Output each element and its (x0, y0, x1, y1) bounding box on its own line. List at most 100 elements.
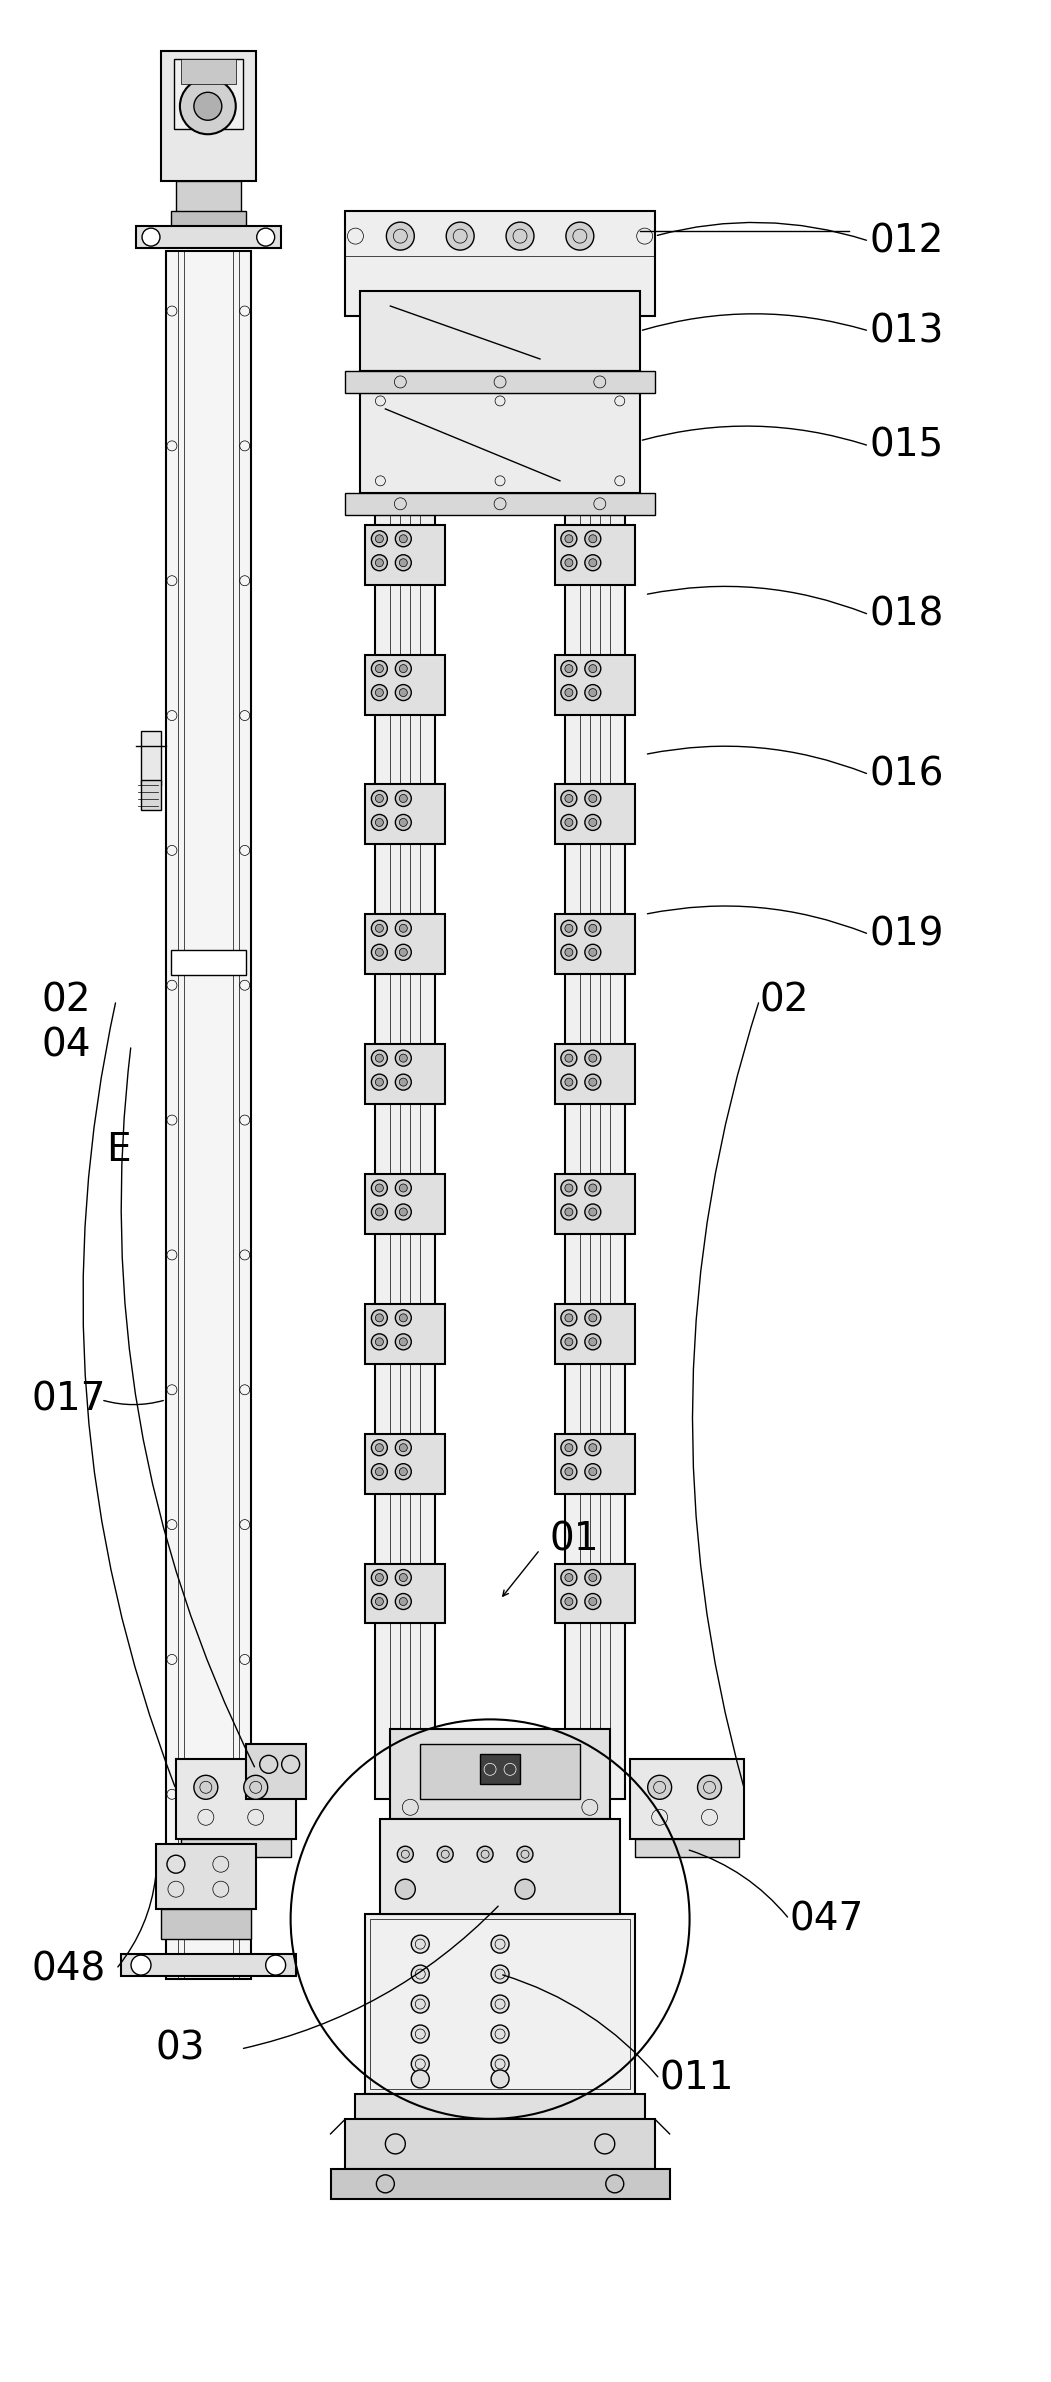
Circle shape (395, 1439, 411, 1455)
Circle shape (375, 924, 384, 931)
Bar (181, 60, 235, 83)
Circle shape (371, 1334, 388, 1351)
Circle shape (399, 1184, 408, 1191)
Circle shape (399, 688, 408, 696)
Circle shape (371, 919, 388, 936)
Circle shape (375, 1339, 384, 1346)
Circle shape (399, 560, 408, 567)
Text: 013: 013 (869, 312, 944, 350)
Bar (366, 1043, 446, 1105)
Circle shape (589, 948, 597, 955)
Circle shape (564, 665, 573, 672)
Circle shape (561, 1179, 577, 1196)
Circle shape (584, 1334, 601, 1351)
Bar (366, 1303, 446, 1365)
Bar (346, 372, 655, 393)
Bar (141, 781, 161, 810)
Circle shape (564, 560, 573, 567)
Circle shape (397, 1846, 413, 1863)
Circle shape (375, 560, 384, 567)
Circle shape (411, 1965, 429, 1984)
Bar (555, 1563, 635, 1625)
Circle shape (561, 1050, 577, 1067)
Circle shape (371, 1570, 388, 1586)
Circle shape (399, 536, 408, 543)
Circle shape (395, 555, 411, 572)
Bar (555, 1174, 635, 1234)
Circle shape (142, 229, 160, 245)
Circle shape (561, 1463, 577, 1479)
Circle shape (561, 660, 577, 676)
Circle shape (375, 819, 384, 827)
Bar (555, 1303, 635, 1365)
Circle shape (193, 1775, 218, 1798)
Circle shape (584, 919, 601, 936)
Circle shape (375, 1208, 384, 1215)
Circle shape (399, 1208, 408, 1215)
Circle shape (399, 665, 408, 672)
Circle shape (395, 531, 411, 548)
Circle shape (244, 1775, 268, 1798)
Bar (555, 655, 635, 715)
Circle shape (371, 1463, 388, 1479)
Bar (480, 1753, 520, 1784)
Circle shape (589, 1055, 597, 1062)
Circle shape (395, 1203, 411, 1220)
Bar (161, 1908, 251, 1939)
Circle shape (375, 665, 384, 672)
Bar (166, 250, 251, 1979)
Circle shape (491, 2025, 509, 2044)
Text: 016: 016 (869, 755, 944, 793)
Bar (136, 226, 281, 248)
Bar (330, 2170, 669, 2199)
Circle shape (564, 924, 573, 931)
Circle shape (371, 531, 388, 548)
Circle shape (491, 1934, 509, 1953)
Circle shape (506, 222, 534, 250)
Circle shape (589, 665, 597, 672)
Text: 018: 018 (869, 596, 944, 634)
Circle shape (395, 1594, 411, 1610)
Circle shape (589, 1079, 597, 1086)
Circle shape (564, 1055, 573, 1062)
Circle shape (395, 815, 411, 831)
Bar (555, 915, 635, 974)
Circle shape (564, 1443, 573, 1451)
Circle shape (371, 815, 388, 831)
Circle shape (561, 943, 577, 960)
Text: 03: 03 (156, 2029, 206, 2068)
Bar (366, 524, 446, 584)
Circle shape (399, 1079, 408, 1086)
Circle shape (564, 948, 573, 955)
Text: 02: 02 (760, 981, 809, 1019)
Bar (366, 655, 446, 715)
Circle shape (411, 1996, 429, 2013)
Circle shape (491, 1965, 509, 1984)
Circle shape (411, 1934, 429, 1953)
Bar (156, 1844, 255, 1908)
Bar (360, 393, 640, 493)
Bar (121, 1953, 295, 1977)
Circle shape (584, 1463, 601, 1479)
Circle shape (589, 1339, 597, 1346)
Bar (346, 493, 655, 515)
Circle shape (395, 1463, 411, 1479)
Circle shape (564, 1208, 573, 1215)
Circle shape (395, 791, 411, 807)
Circle shape (371, 1050, 388, 1067)
Circle shape (564, 1079, 573, 1086)
Circle shape (564, 1467, 573, 1477)
Circle shape (584, 555, 601, 572)
Circle shape (584, 1570, 601, 1586)
Bar (630, 1760, 744, 1839)
Circle shape (564, 796, 573, 803)
Bar (346, 212, 655, 317)
Circle shape (395, 684, 411, 700)
Circle shape (371, 555, 388, 572)
Circle shape (564, 1184, 573, 1191)
Circle shape (375, 796, 384, 803)
Circle shape (584, 791, 601, 807)
Circle shape (515, 1879, 535, 1898)
Circle shape (399, 1339, 408, 1346)
Bar (171, 950, 246, 974)
